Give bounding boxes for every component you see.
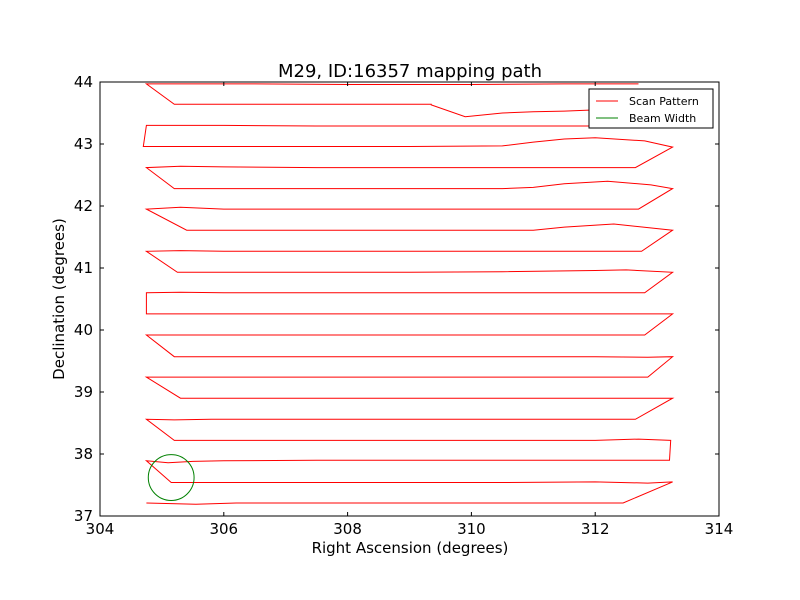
scan-pattern-line: [142, 83, 675, 505]
x-tick-label: 314: [705, 520, 734, 538]
y-tick-label: 40: [74, 321, 93, 339]
y-tick-label: 42: [74, 197, 93, 215]
x-tick-label: 308: [333, 520, 362, 538]
y-axis-label: Declination (degrees): [50, 218, 68, 380]
chart-title: M29, ID:16357 mapping path: [278, 61, 542, 82]
axis-ticks: 304 306 308 310 312 314 37 38 39 40 41 42 43 44: [74, 73, 733, 538]
y-tick-label: 37: [74, 507, 93, 525]
beam-width-circle: [147, 454, 195, 501]
x-tick-label: 310: [457, 520, 486, 538]
plot-area: [142, 83, 675, 505]
y-tick-label: 41: [74, 259, 93, 277]
y-tick-label: 39: [74, 383, 93, 401]
x-axis-label: Right Ascension (degrees): [312, 539, 509, 557]
x-tick-label: 312: [581, 520, 610, 538]
legend-box: [588, 88, 714, 129]
x-tick-label: 306: [209, 520, 238, 538]
y-tick-label: 44: [74, 73, 93, 91]
legend-label-scan-pattern: Scan Pattern: [629, 95, 699, 108]
y-tick-label: 43: [74, 135, 93, 153]
legend-label-beam-width: Beam Width: [629, 112, 696, 125]
legend: Scan Pattern Beam Width: [588, 88, 714, 129]
x-tick-label: 304: [86, 520, 115, 538]
axes-frame: [99, 81, 720, 517]
y-tick-label: 38: [74, 445, 93, 463]
